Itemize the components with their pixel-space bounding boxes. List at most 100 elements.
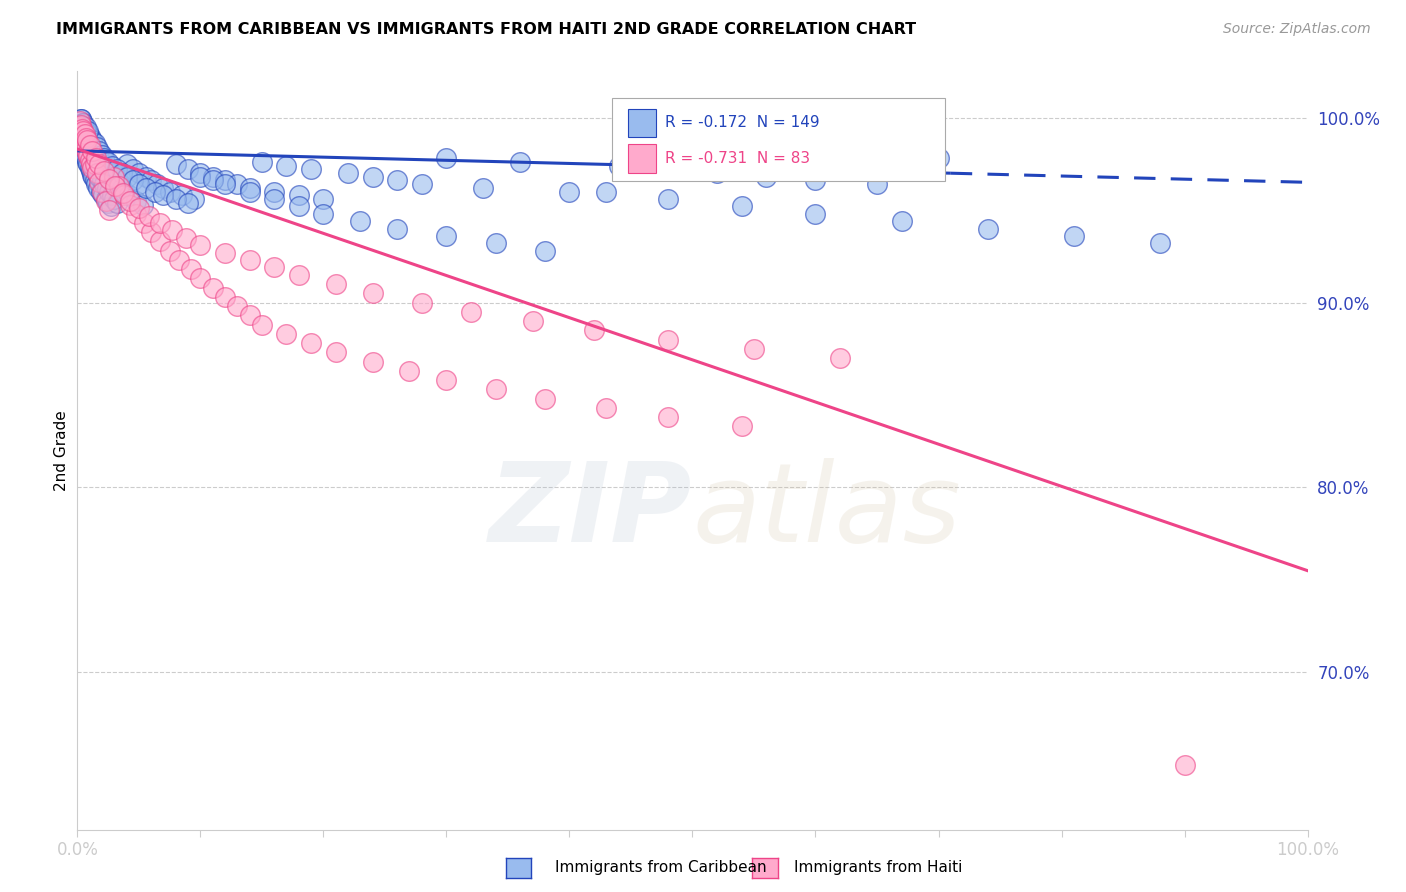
Text: atlas: atlas xyxy=(693,458,962,565)
Point xyxy=(73,138,96,153)
Point xyxy=(76,125,98,139)
Point xyxy=(108,179,131,194)
Point xyxy=(263,260,285,275)
Point xyxy=(82,161,104,175)
Point xyxy=(299,336,322,351)
Point xyxy=(755,169,778,184)
Point xyxy=(595,185,617,199)
Point xyxy=(72,131,94,145)
Point xyxy=(169,252,191,267)
Point xyxy=(70,136,93,151)
Point xyxy=(82,144,104,158)
Point xyxy=(115,157,138,171)
Point xyxy=(105,195,128,210)
Point xyxy=(76,145,98,160)
Point xyxy=(312,207,335,221)
Point xyxy=(657,333,679,347)
Point xyxy=(657,162,679,177)
Point xyxy=(1063,229,1085,244)
Point xyxy=(731,199,754,213)
Point xyxy=(93,177,115,191)
Point xyxy=(67,120,90,134)
Point xyxy=(82,168,104,182)
Point xyxy=(607,159,630,173)
Point xyxy=(70,125,93,139)
Point xyxy=(830,351,852,365)
Point xyxy=(188,238,212,252)
Point xyxy=(141,225,163,239)
Point xyxy=(288,268,311,282)
Point xyxy=(657,192,679,206)
Point xyxy=(165,157,187,171)
Point xyxy=(89,157,111,171)
Point xyxy=(928,151,950,165)
Point xyxy=(583,323,606,337)
Point xyxy=(83,173,105,187)
Point xyxy=(177,162,200,177)
Point xyxy=(250,318,273,332)
Point xyxy=(79,138,101,153)
Point xyxy=(77,149,100,163)
Point xyxy=(72,118,94,132)
Point xyxy=(77,145,100,160)
Point xyxy=(90,185,114,199)
Point xyxy=(105,162,128,177)
Point xyxy=(97,195,120,210)
Point xyxy=(288,188,311,202)
Point xyxy=(977,221,1000,235)
Point xyxy=(534,244,557,258)
Point xyxy=(79,147,101,161)
Point xyxy=(183,192,205,206)
Point xyxy=(101,188,124,202)
Point xyxy=(160,223,183,237)
Point xyxy=(104,169,127,184)
Point xyxy=(101,159,124,173)
Point xyxy=(111,186,134,201)
Point xyxy=(87,181,110,195)
Point xyxy=(70,118,93,132)
Point xyxy=(188,271,212,285)
Point xyxy=(75,123,97,137)
Point xyxy=(75,138,97,153)
Point xyxy=(82,169,104,184)
Point xyxy=(460,305,482,319)
Point xyxy=(101,166,124,180)
Point xyxy=(72,123,94,137)
Point xyxy=(111,181,132,195)
Point xyxy=(411,295,433,310)
Point xyxy=(73,135,96,149)
Point xyxy=(75,142,97,156)
Point xyxy=(804,207,827,221)
Point xyxy=(152,181,174,195)
Point xyxy=(82,155,104,169)
Point xyxy=(77,127,100,141)
Point xyxy=(125,207,148,221)
Y-axis label: 2nd Grade: 2nd Grade xyxy=(53,410,69,491)
Point xyxy=(143,185,166,199)
Point xyxy=(657,410,679,425)
Point xyxy=(485,236,508,251)
Point xyxy=(70,131,93,145)
Point xyxy=(214,177,236,191)
Point xyxy=(349,214,371,228)
Point xyxy=(79,153,101,168)
Point xyxy=(94,194,117,208)
Point xyxy=(180,262,202,277)
Point xyxy=(595,401,617,415)
Point xyxy=(170,188,193,202)
Point xyxy=(188,166,212,180)
Point xyxy=(112,185,135,199)
Point xyxy=(86,140,108,154)
Point xyxy=(69,123,91,137)
Point xyxy=(226,299,249,313)
Point xyxy=(118,188,141,202)
Point xyxy=(93,164,115,178)
Point xyxy=(80,151,103,165)
Point xyxy=(90,147,114,161)
Point xyxy=(72,116,94,130)
Point xyxy=(120,194,142,208)
Point xyxy=(472,181,495,195)
Point xyxy=(96,181,118,195)
Point xyxy=(69,114,91,128)
Point xyxy=(84,177,107,191)
